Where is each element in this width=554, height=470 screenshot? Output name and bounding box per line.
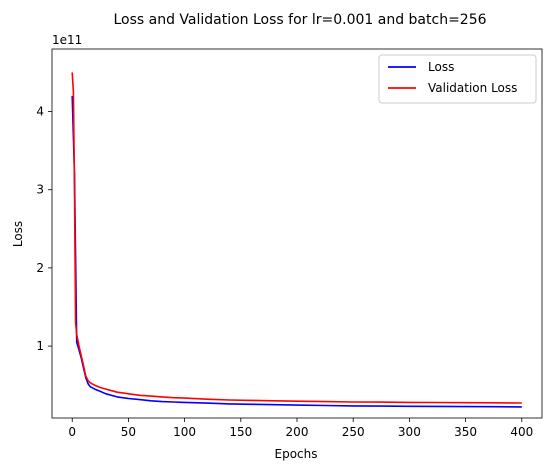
legend-box: [378, 54, 537, 104]
x-tick-label: 0: [68, 425, 76, 439]
x-tick-label: 50: [121, 425, 136, 439]
series-line-loss: [71, 95, 522, 408]
plot-frame: [51, 48, 543, 419]
y-tick-label: 2: [36, 261, 44, 275]
x-tick-label: 250: [342, 425, 365, 439]
x-tick-label: 100: [173, 425, 196, 439]
x-tick-label: 350: [454, 425, 477, 439]
y-tick-label: 4: [36, 105, 44, 119]
ticks-layer: 0 50 100 150 200 250 300 350 400 1 2 3 4: [36, 105, 533, 439]
legend-label-loss: Loss: [428, 60, 454, 74]
chart-title: Loss and Validation Loss for lr=0.001 an…: [113, 12, 486, 28]
x-tick-label: 400: [510, 425, 533, 439]
y-tick-label: 1: [36, 339, 44, 353]
y-scale-label: 1e11: [52, 33, 82, 47]
x-tick-label: 200: [286, 425, 309, 439]
series-line-validation-loss: [71, 72, 522, 404]
x-axis-label: Epochs: [275, 447, 318, 461]
legend-label-validation-loss: Validation Loss: [428, 81, 517, 95]
x-tick-label: 150: [229, 425, 252, 439]
y-axis-label: Loss: [11, 221, 25, 247]
series-layer: [71, 72, 522, 408]
y-tick-label: 3: [36, 183, 44, 197]
x-tick-label: 300: [398, 425, 421, 439]
legend: Loss Validation Loss: [378, 54, 537, 104]
